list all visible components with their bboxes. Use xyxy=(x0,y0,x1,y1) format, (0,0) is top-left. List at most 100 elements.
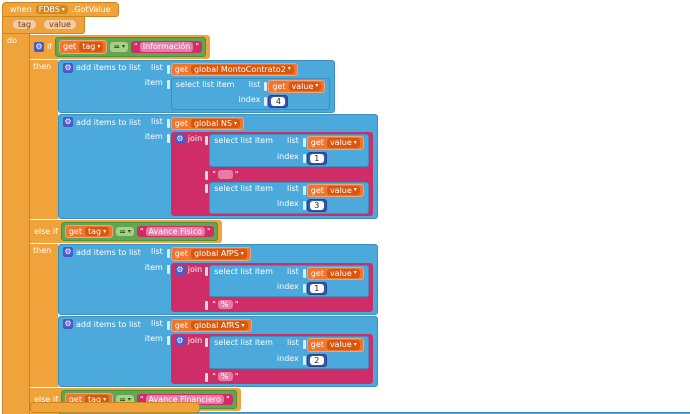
add-items-to-list-block[interactable]: ⚙ add items to list list get global AfRS ▾ ite… xyxy=(58,316,378,387)
select-list-item-block[interactable]: select list item list get value ▾ index 4 xyxy=(170,77,331,111)
get-label: get xyxy=(310,185,324,195)
variable-dropdown[interactable]: value ▾ xyxy=(326,185,360,196)
equals-block[interactable]: get tag ▾ = ▾ " Avance Fisico " xyxy=(60,222,218,242)
text-field[interactable] xyxy=(217,169,233,179)
variable-dropdown[interactable]: global NS ▾ xyxy=(190,119,240,129)
text-string-block[interactable]: " Avance Fisico " xyxy=(136,226,214,238)
get-variable-block[interactable]: get tag ▾ xyxy=(59,40,108,54)
get-label: get xyxy=(310,138,324,148)
dropdown-arrow-icon: ▾ xyxy=(103,395,107,403)
variable-dropdown[interactable]: value ▾ xyxy=(288,81,322,91)
add-items-label: add items to list xyxy=(76,319,141,329)
number-field[interactable]: 1 xyxy=(309,153,324,163)
socket-plug-icon xyxy=(302,201,306,211)
variable-name: global AfPS xyxy=(193,249,239,259)
component-dropdown[interactable]: FDBS ▾ xyxy=(35,5,68,15)
number-field[interactable]: 4 xyxy=(271,96,286,107)
condition-row: else if get tag ▾ = ▾ " Avance Fisico " xyxy=(30,220,222,244)
join-block[interactable]: ⚙ join select list item list get value ▾ index 2… xyxy=(170,334,373,384)
index-socket: 2 xyxy=(302,353,364,367)
text-field[interactable]: Avance Fisico xyxy=(145,227,206,237)
item-slot-label: item xyxy=(144,262,163,272)
event-parameter[interactable]: tag xyxy=(12,19,38,31)
variable-dropdown[interactable]: tag ▾ xyxy=(79,42,104,52)
number-block[interactable]: 1 xyxy=(306,281,327,295)
number-field[interactable]: 1 xyxy=(309,283,324,293)
get-label: get xyxy=(63,42,77,52)
select-list-item-block[interactable]: select list item list get value ▾ index 2 xyxy=(209,336,369,369)
mutator-gear-icon[interactable]: ⚙ xyxy=(63,117,73,128)
quote-mark: " xyxy=(212,169,216,179)
add-items-to-list-block[interactable]: ⚙ add items to list list get global MontoCon… xyxy=(58,59,336,114)
text-string-block[interactable]: "% " xyxy=(209,299,242,311)
variable-dropdown[interactable]: value ▾ xyxy=(326,340,360,350)
variable-dropdown[interactable]: tag ▾ xyxy=(84,394,110,405)
list-slot-label: list xyxy=(287,136,299,146)
variable-dropdown[interactable]: value ▾ xyxy=(326,138,360,148)
get-variable-block[interactable]: get value ▾ xyxy=(306,266,364,280)
mutator-gear-icon[interactable]: ⚙ xyxy=(34,41,44,52)
join-item-socket: select list item list get value ▾ index 3 xyxy=(205,181,369,215)
text-string-block[interactable]: "% " xyxy=(209,370,242,382)
get-variable-block[interactable]: get global AfPS ▾ xyxy=(170,247,251,261)
variable-dropdown[interactable]: global AfPS ▾ xyxy=(190,249,247,259)
number-field[interactable]: 3 xyxy=(309,201,324,211)
text-field[interactable]: % xyxy=(217,300,233,310)
text-field[interactable]: Información xyxy=(139,42,194,52)
mutator-gear-icon[interactable]: ⚙ xyxy=(174,264,185,275)
select-list-item-block[interactable]: select list item list get value ▾ index 3 xyxy=(209,181,369,215)
get-variable-block[interactable]: get global AfRS ▾ xyxy=(170,319,252,333)
equals-block[interactable]: get tag ▾ = ▾ " Información " xyxy=(55,37,206,57)
equals-dropdown[interactable]: = ▾ xyxy=(116,394,134,405)
join-block[interactable]: ⚙ join select list item list get value ▾ index 1… xyxy=(170,262,373,313)
text-string-block[interactable]: " " xyxy=(209,168,242,180)
event-parameter[interactable]: value xyxy=(43,19,77,31)
get-variable-block[interactable]: get tag ▾ xyxy=(64,225,114,239)
get-variable-block[interactable]: get value ▾ xyxy=(306,136,364,150)
index-slot-label: index xyxy=(238,94,261,104)
list-slot-label: list xyxy=(248,79,261,89)
variable-dropdown[interactable]: global AfRS ▾ xyxy=(190,321,248,331)
add-items-to-list-block[interactable]: ⚙ add items to list list get global AfPS ▾ ite… xyxy=(58,244,378,316)
dropdown-arrow-icon: ▾ xyxy=(122,42,126,50)
index-slot-label: index xyxy=(276,199,299,209)
variable-dropdown[interactable]: value ▾ xyxy=(326,268,360,278)
add-items-to-list-block[interactable]: ⚙ add items to list list get global NS ▾ item ⚙… xyxy=(58,114,378,220)
number-field[interactable]: 2 xyxy=(309,355,324,365)
select-list-item-label: select list item xyxy=(214,338,273,348)
get-variable-block[interactable]: get value ▾ xyxy=(268,79,326,93)
mutator-gear-icon[interactable]: ⚙ xyxy=(174,134,185,145)
select-list-item-block[interactable]: select list item list get value ▾ index 1 xyxy=(209,264,369,297)
join-block[interactable]: ⚙ join select list item list get value ▾ index 1… xyxy=(170,132,373,217)
select-list-item-block[interactable]: select list item list get value ▾ index 1 xyxy=(209,134,369,167)
mutator-gear-icon[interactable]: ⚙ xyxy=(63,247,73,258)
text-field[interactable]: Avance Financiero xyxy=(145,394,224,405)
get-variable-block[interactable]: get global MontoContrato2 ▾ xyxy=(170,62,298,76)
text-string-block[interactable]: " Información " xyxy=(131,41,202,53)
mutator-gear-icon[interactable]: ⚙ xyxy=(63,62,73,73)
get-variable-block[interactable]: get value ▾ xyxy=(306,183,364,198)
variable-dropdown[interactable]: global MontoContrato2 ▾ xyxy=(190,64,294,74)
partial-next-block[interactable] xyxy=(30,402,200,413)
equals-dropdown[interactable]: = ▾ xyxy=(116,227,134,237)
operator: = xyxy=(119,394,126,404)
number-block[interactable]: 3 xyxy=(306,199,327,213)
get-variable-block[interactable]: get value ▾ xyxy=(306,338,364,352)
get-label: get xyxy=(310,268,324,278)
then-row: then ⚙ add items to list list get global Mont… xyxy=(30,59,378,220)
then-row: then ⚙ add items to list list get global AfPS… xyxy=(30,244,378,387)
controls-if-block[interactable]: ⚙ if get tag ▾ = ▾ " Información " then ⚙ add items … xyxy=(30,34,690,414)
variable-dropdown[interactable]: tag ▾ xyxy=(84,227,110,237)
mutator-gear-icon[interactable]: ⚙ xyxy=(174,336,185,347)
number-block[interactable]: 2 xyxy=(306,353,327,367)
mutator-gear-icon[interactable]: ⚙ xyxy=(63,319,73,330)
list-socket: get global MontoContrato2 ▾ xyxy=(166,62,331,76)
text-field[interactable]: % xyxy=(217,371,233,381)
text-string-block[interactable]: " Avance Financiero " xyxy=(136,393,233,406)
equals-dropdown[interactable]: = ▾ xyxy=(110,42,129,52)
number-block[interactable]: 1 xyxy=(306,151,327,165)
get-variable-block[interactable]: get global NS ▾ xyxy=(170,117,244,131)
number-block[interactable]: 4 xyxy=(268,94,289,109)
